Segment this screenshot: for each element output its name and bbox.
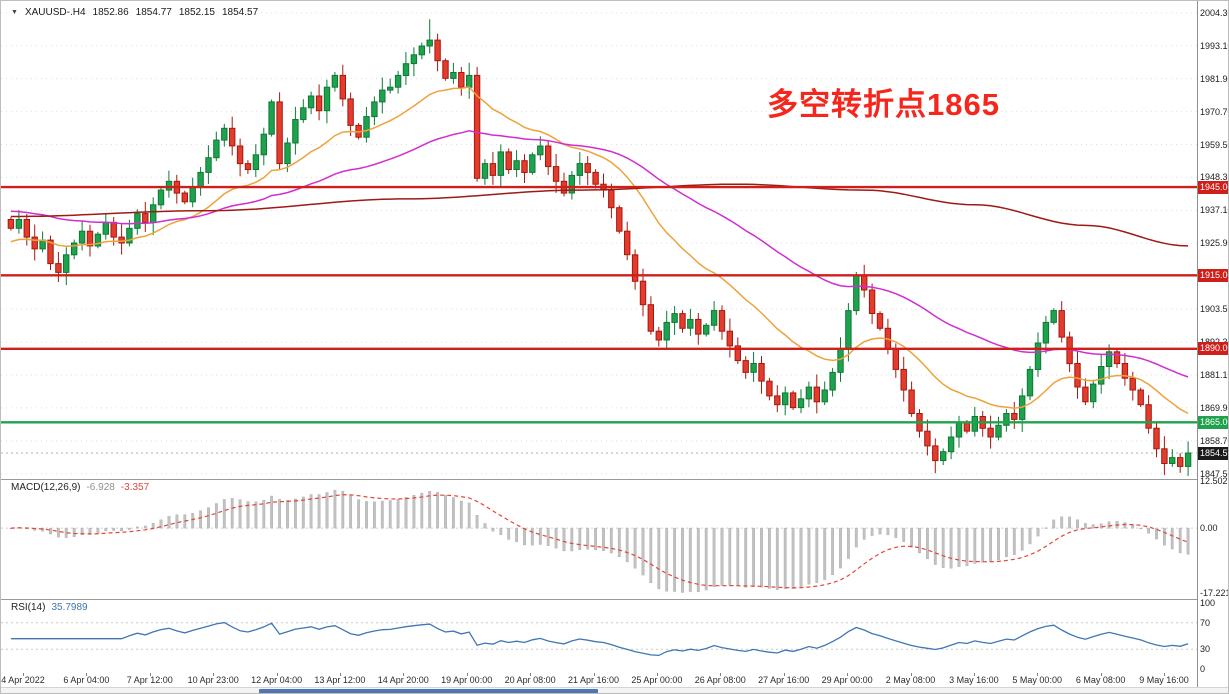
time-label: 6 Apr 04:00 [63,675,110,685]
candles-layer [7,19,1192,476]
time-tick-mark [339,673,341,676]
bar-high-value: 1854.77 [135,7,172,18]
time-label: 4 Apr 2022 [1,675,45,685]
ma-fast-line [10,86,1189,415]
time-label: 27 Apr 16:00 [758,675,810,685]
symbol-ohlc-bar[interactable]: ▼ XAUUSD-.H4 1852.86 1854.77 1852.15 185… [8,6,262,19]
time-tick-mark [783,673,785,676]
level-price-tag[interactable]: 1890.00 [1198,342,1228,356]
horizontal-scrollbar[interactable] [1,687,1228,693]
rsi-axis-tick: 0 [1200,664,1206,674]
price-tick: 1937.10 [1200,205,1228,216]
price-tick: 1981.90 [1200,73,1228,84]
time-label: 3 May 16:00 [949,675,999,685]
rsi-line [10,621,1189,657]
time-label: 5 May 00:00 [1012,675,1062,685]
price-tick: 1847.50 [1200,468,1228,479]
time-tick-mark [593,673,595,676]
time-label: 9 May 16:00 [1139,675,1189,685]
time-tick-mark [973,673,975,676]
price-axis[interactable]: 2004.30 1993.10 1981.90 1970.70 1959.50 1948.… [1197,1,1229,687]
time-tick-mark [910,673,912,676]
price-tick: 1892.30 [1200,337,1228,347]
rsi-indicator-panel[interactable] [1,599,1197,673]
ma-mid-line [10,130,1189,378]
macd-label: MACD(12,26,9) -6.928 -3.357 [9,482,152,493]
time-label: 21 Apr 16:00 [567,675,620,685]
time-label: 12 Apr 04:00 [251,675,303,685]
time-tick-mark [530,673,532,676]
last-price-tag: 1854.57 [1198,446,1228,460]
price-tick: 1970.70 [1200,106,1228,117]
symbol-name: XAUUSD-.H4 [24,7,86,18]
level-price-tag[interactable]: 1945.00 [1198,180,1228,194]
level-price-tag[interactable]: 1865.00 [1198,415,1228,429]
rsi-label: RSI(14) 35.7989 [9,602,90,613]
time-tick-mark [276,673,278,676]
macd-indicator-panel[interactable] [1,479,1197,599]
bar-close-value: 1854.57 [221,7,259,18]
time-label: 14 Apr 20:00 [377,675,429,685]
panel-separator [1,599,1228,600]
time-label: 7 Apr 12:00 [126,675,173,685]
ma-slow-line [10,183,1189,247]
rsi-axis-tick: 100 [1200,598,1216,608]
macd-histogram [9,489,1190,593]
time-tick-mark [1164,673,1165,676]
time-tick-mark [847,673,849,676]
time-tick-mark [86,673,88,676]
time-tick-mark [656,673,658,676]
panel-separator [1,479,1228,480]
time-label: 2 May 08:00 [885,675,936,685]
macd-axis-tick: -17.221 [1200,588,1229,598]
price-tick: 1925.90 [1200,238,1228,249]
macd-axis-tick: 12.502 [1200,476,1228,486]
macd-signal-value: -3.357 [120,482,150,493]
scrollbar-thumb[interactable] [259,689,598,693]
time-label: 10 Apr 23:00 [187,675,239,685]
rsi-axis-tick: 30 [1200,644,1211,655]
price-tick: 1858.70 [1200,435,1228,446]
time-label: 29 Apr 00:00 [821,675,873,685]
time-tick-mark [149,673,151,676]
time-tick-mark [466,673,468,676]
bar-open-value: 1852.86 [92,7,129,18]
level-price-tag[interactable]: 1915.00 [1198,268,1228,282]
symbol-dropdown-icon[interactable]: ▼ [11,9,18,16]
time-label: 19 Apr 00:00 [441,675,493,685]
time-axis[interactable]: 4 Apr 2022 6 Apr 04:00 7 Apr 12:00 10 Apr 2… [1,673,1197,687]
price-tick: 1993.10 [1200,40,1228,51]
rsi-value: 35.7989 [51,602,88,613]
time-tick-mark [23,673,24,676]
time-tick-mark [1037,673,1039,676]
time-tick-mark [213,673,215,676]
price-tick: 1948.30 [1200,172,1228,183]
rsi-axis-tick: 70 [1200,617,1211,628]
time-label: 26 Apr 08:00 [694,675,746,685]
price-tick: 1903.50 [1200,304,1228,315]
price-tick: 1881.10 [1200,370,1228,380]
rsi-name: RSI(14) [11,602,46,613]
macd-signal-line [10,494,1189,589]
macd-main-value: -6.928 [86,482,115,493]
time-label: 6 May 08:00 [1075,675,1126,685]
time-tick-mark [720,673,722,676]
macd-axis-tick: 0.00 [1200,523,1218,534]
time-label: 20 Apr 08:00 [504,675,556,685]
price-tick: 2004.30 [1200,7,1228,18]
price-tick: 1869.90 [1200,402,1228,413]
time-label: 13 Apr 12:00 [314,675,366,685]
macd-name: MACD(12,26,9) [11,482,81,493]
time-label: 25 Apr 00:00 [631,675,683,685]
time-tick-mark [1100,673,1102,676]
price-tick: 1959.50 [1200,139,1228,150]
bar-low-value: 1852.15 [178,7,215,18]
main-price-chart[interactable] [1,1,1197,479]
time-tick-mark [403,673,405,676]
